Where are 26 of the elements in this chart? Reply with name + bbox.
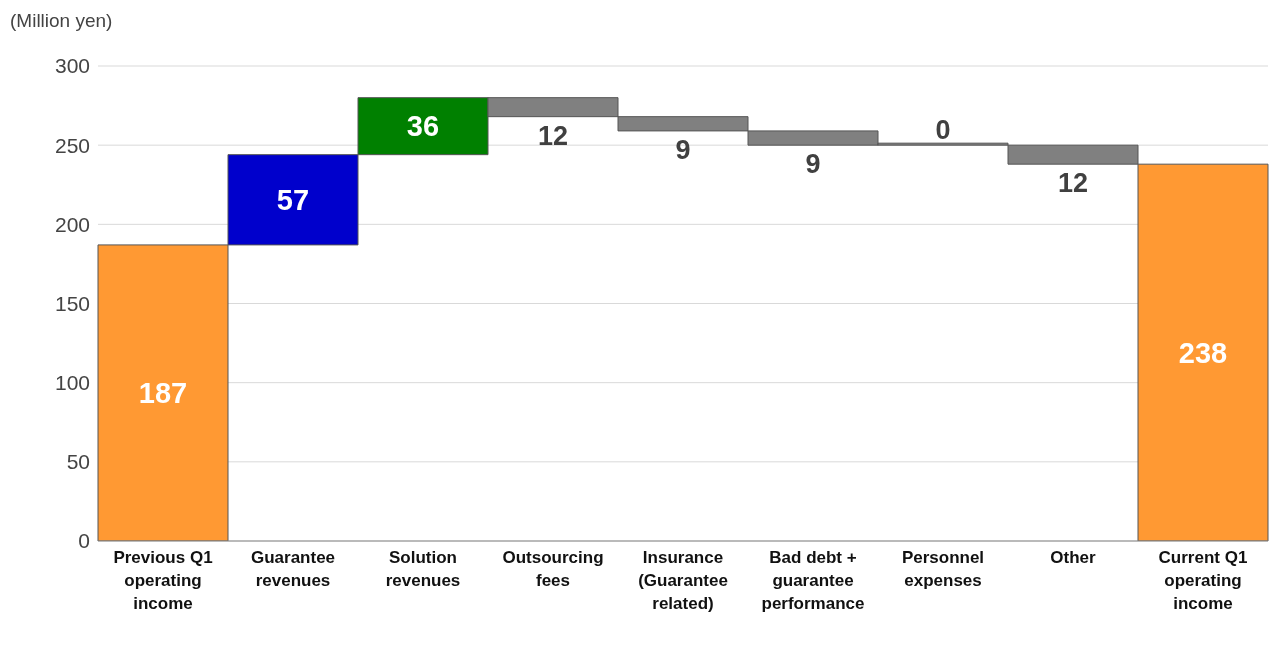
data-label: 0 xyxy=(935,115,951,146)
x-tick-label: Current Q1 operating income xyxy=(1158,548,1248,613)
x-tick-label: Outsourcing fees xyxy=(502,548,604,590)
y-tick-label: 300 xyxy=(54,54,90,78)
data-label: 238 xyxy=(1178,336,1228,369)
x-tick-label: Personnel expenses xyxy=(901,548,985,590)
x-tick-label: Other xyxy=(1050,548,1097,567)
y-tick-label: 100 xyxy=(54,371,90,395)
data-label: 12 xyxy=(537,120,569,151)
data-label: 187 xyxy=(138,376,188,409)
x-tick-label: Insurance (Guarantee related) xyxy=(638,548,728,613)
x-tick-label: Guarantee revenues xyxy=(250,548,336,590)
data-label: 57 xyxy=(276,183,310,216)
x-tick-label: Previous Q1 operating income xyxy=(113,548,213,613)
y-tick-label: 200 xyxy=(54,212,90,236)
data-label: 12 xyxy=(1057,168,1089,199)
y-tick-label: 0 xyxy=(78,529,90,553)
data-label: 9 xyxy=(675,134,691,165)
data-label: 36 xyxy=(406,110,440,143)
x-tick-label: Bad debt + guarantee performance xyxy=(761,548,865,613)
x-tick-label: Solution revenues xyxy=(385,548,461,590)
y-axis-title: (Million yen) xyxy=(10,10,113,32)
data-label: 9 xyxy=(805,149,821,180)
y-tick-label: 250 xyxy=(54,133,90,157)
y-tick-label: 150 xyxy=(54,291,90,315)
y-tick-label: 50 xyxy=(66,450,90,474)
